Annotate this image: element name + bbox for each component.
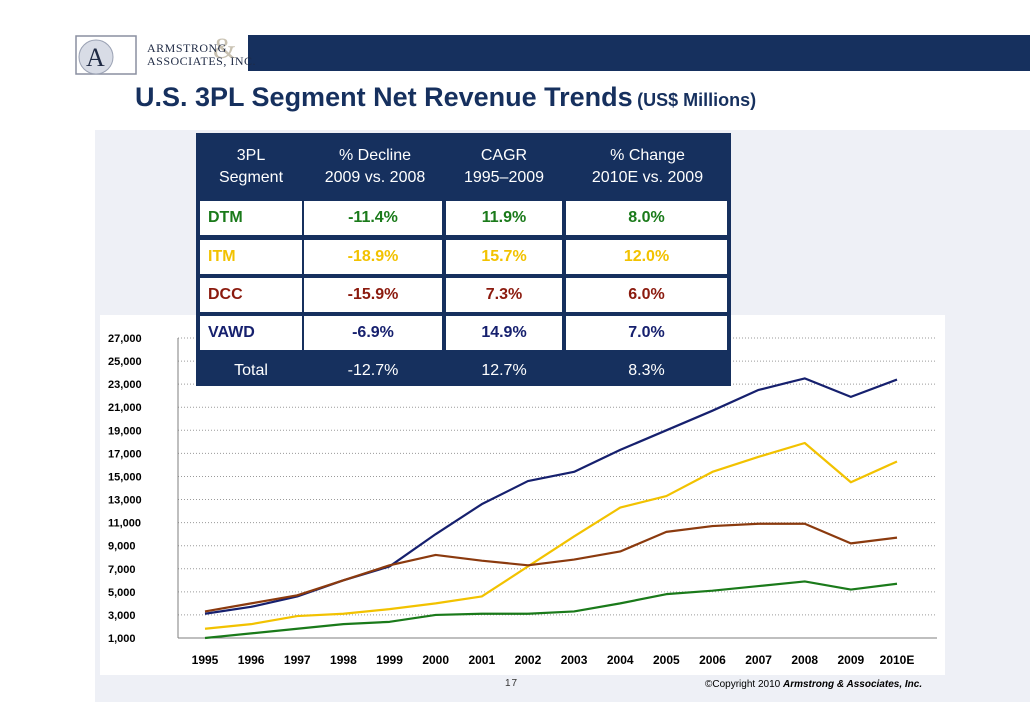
y-tick-label: 15,000: [108, 471, 142, 483]
header-change-line1: % Change: [610, 147, 685, 164]
y-tick-label: 25,000: [108, 356, 142, 368]
title-main: U.S. 3PL Segment Net Revenue Trends: [135, 82, 633, 112]
header-segment: 3PL Segment: [196, 145, 306, 189]
table-cell-change: 6.0%: [566, 278, 727, 312]
total-change: 8.3%: [628, 362, 665, 379]
y-tick-label: 9,000: [108, 541, 136, 553]
table-cell-segment: DCC: [200, 278, 302, 312]
series-line-vawd: [204, 377, 898, 615]
header-cagr: CAGR 1995–2009: [444, 145, 564, 189]
series-line-dcc: [204, 522, 898, 613]
y-tick-label: 27,000: [108, 333, 142, 345]
x-tick-label: 2010E: [880, 653, 915, 667]
title-unit: (US$ Millions): [637, 90, 757, 110]
y-tick-label: 11,000: [108, 518, 141, 530]
y-tick-label: 1,000: [108, 633, 136, 645]
x-tick-label: 2009: [838, 653, 865, 667]
page-title: U.S. 3PL Segment Net Revenue Trends (US$…: [135, 82, 756, 113]
x-tick-label: 2005: [653, 653, 680, 667]
x-tick-label: 2008: [791, 653, 818, 667]
x-tick-label: 1998: [330, 653, 357, 667]
table-cell-segment: ITM: [200, 240, 302, 274]
header-decline-line1: % Decline: [338, 147, 412, 164]
page-number: 17: [505, 678, 519, 689]
logo-line-2: ASSOCIATES, INC.: [147, 54, 257, 68]
header-decline: % Decline 2009 vs. 2008: [306, 145, 444, 189]
table-cell-decline: -11.4%: [304, 201, 442, 235]
y-tick-label: 7,000: [108, 564, 136, 576]
y-tick-label: 13,000: [108, 495, 142, 507]
header-bar: [248, 35, 1030, 71]
logo-emblem-icon: A: [75, 35, 137, 75]
header-segment-line2: Segment: [218, 169, 284, 186]
logo-letter: A: [86, 43, 105, 72]
footer-bar: [95, 678, 1030, 702]
table-cell-cagr: 7.3%: [446, 278, 562, 312]
copyright-org: Armstrong & Associates, Inc.: [782, 679, 923, 690]
x-tick-label: 2002: [515, 653, 542, 667]
table-cell-decline: -6.9%: [304, 316, 442, 350]
y-tick-label: 21,000: [108, 402, 142, 414]
x-tick-label: 2001: [468, 653, 495, 667]
header-change-line2: 2010E vs. 2009: [591, 169, 704, 186]
copyright-notice: ©Copyright 2010 Armstrong & Associates, …: [705, 679, 922, 690]
y-tick-label: 19,000: [108, 425, 142, 437]
series-line-dtm: [204, 580, 898, 640]
x-tick-label: 1996: [238, 653, 265, 667]
company-logo: A: [70, 30, 260, 80]
y-tick-label: 17,000: [108, 448, 142, 460]
table-cell-change: 8.0%: [566, 201, 727, 235]
total-decline: -12.7%: [347, 362, 399, 379]
logo-line-1: ARMSTRONG: [147, 41, 227, 55]
x-tick-label: 2006: [699, 653, 726, 667]
total-segment: Total: [234, 362, 268, 379]
header-cagr-line2: 1995–2009: [463, 169, 545, 186]
y-tick-label: 23,000: [108, 379, 142, 391]
x-tick-label: 2003: [561, 653, 588, 667]
table-cell-cagr: 14.9%: [446, 316, 562, 350]
x-tick-label: 1997: [284, 653, 311, 667]
x-tick-label: 2007: [745, 653, 772, 667]
logo-text: ARMSTRONG ASSOCIATES, INC.: [147, 42, 256, 68]
logo-ampersand: &: [213, 32, 237, 65]
x-tick-label: 1999: [376, 653, 403, 667]
table-cell-decline: -18.9%: [304, 240, 442, 274]
x-tick-label: 2004: [607, 653, 634, 667]
y-tick-label: 5,000: [108, 587, 136, 599]
y-tick-label: 3,000: [108, 610, 136, 622]
series-line-itm: [204, 441, 898, 630]
table-cell-decline: -15.9%: [304, 278, 442, 312]
header-decline-line2: 2009 vs. 2008: [324, 169, 426, 186]
table-cell-segment: VAWD: [200, 316, 302, 350]
x-tick-label: 2000: [422, 653, 449, 667]
table-cell-cagr: 15.7%: [446, 240, 562, 274]
header-segment-line1: 3PL: [236, 147, 266, 164]
table-cell-change: 7.0%: [566, 316, 727, 350]
table-cell-change: 12.0%: [566, 240, 727, 274]
table-cell-cagr: 11.9%: [446, 201, 562, 235]
table-cell-segment: DTM: [200, 201, 302, 235]
total-cagr: 12.7%: [481, 362, 527, 379]
x-tick-label: 1995: [192, 653, 219, 667]
copyright-text: ©Copyright 2010: [705, 679, 781, 690]
line-chart: 1,000 3,000 5,000 7,000 9,000 11,000 13,000 15,…: [108, 333, 937, 667]
header-change: % Change 2010E vs. 2009: [564, 145, 731, 189]
header-cagr-line1: CAGR: [480, 147, 528, 164]
